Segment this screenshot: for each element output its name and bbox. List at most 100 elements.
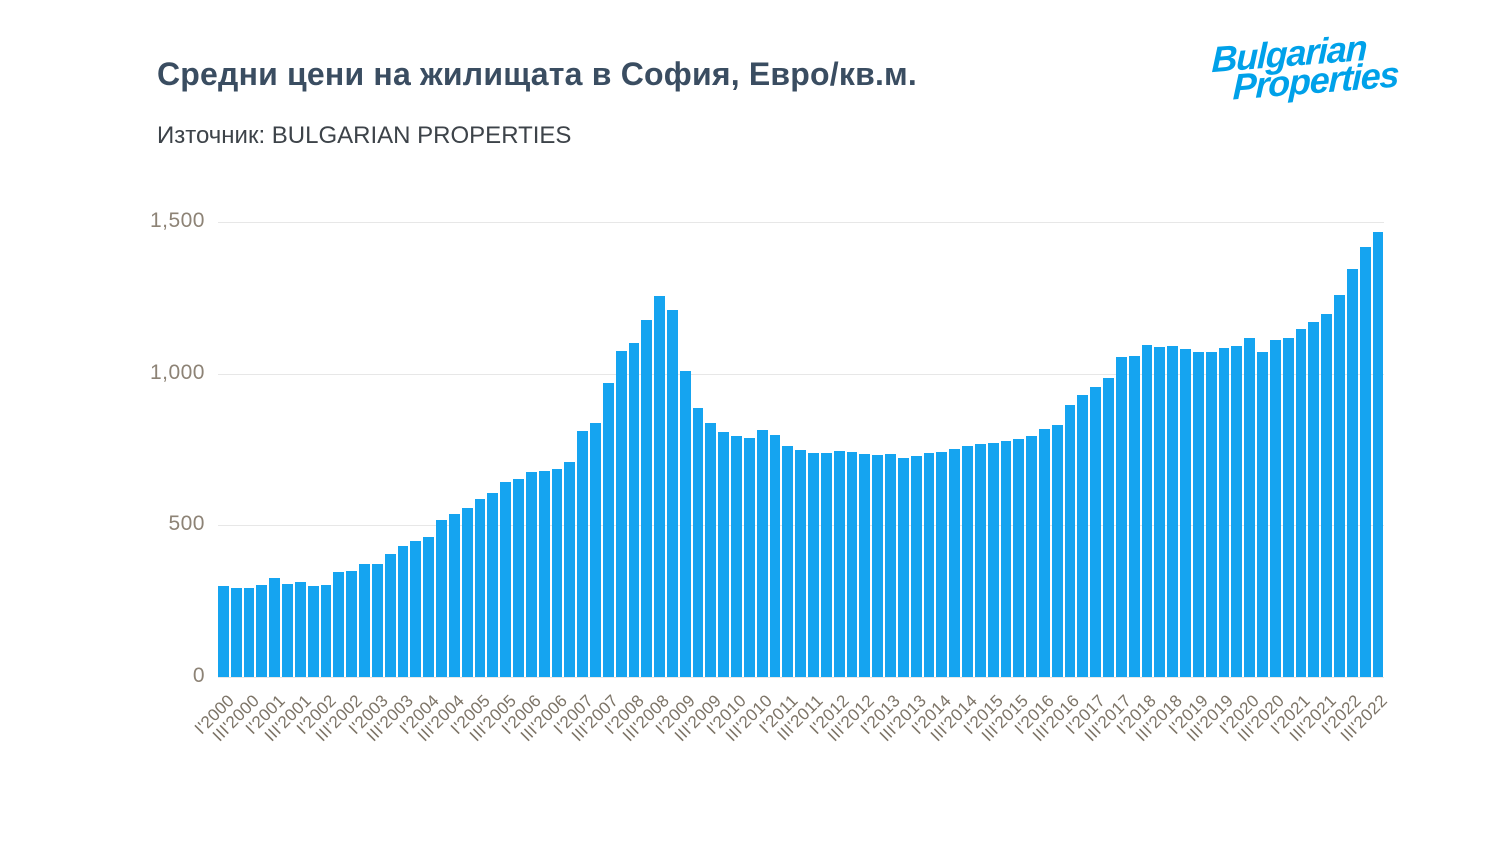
bar <box>525 471 537 677</box>
bar <box>987 442 999 677</box>
bar <box>641 319 653 677</box>
bar <box>1141 345 1153 677</box>
bar <box>1334 294 1345 677</box>
y-axis-tick-label: 0 <box>192 663 205 687</box>
bar <box>782 445 794 677</box>
bar <box>218 586 229 677</box>
bar <box>307 586 319 677</box>
bar <box>1269 339 1281 677</box>
y-axis-tick-label: 1,500 <box>149 208 205 232</box>
bar <box>1205 352 1217 677</box>
bar <box>1218 347 1230 677</box>
bar <box>230 587 242 677</box>
bar <box>1051 424 1063 677</box>
bar <box>872 454 884 677</box>
bar <box>833 451 845 677</box>
bar <box>410 540 422 677</box>
bar <box>461 507 473 677</box>
bar <box>243 588 255 677</box>
bar <box>1115 356 1127 677</box>
bar <box>371 564 383 677</box>
bar <box>936 452 948 677</box>
bar <box>590 423 601 677</box>
bar <box>1026 436 1037 677</box>
bar <box>949 448 961 677</box>
bar <box>500 481 512 677</box>
bar <box>1308 321 1320 677</box>
bar <box>1103 378 1114 677</box>
bar <box>1154 346 1166 677</box>
bar <box>1257 351 1268 677</box>
bar <box>795 450 807 677</box>
source-label: Източник: BULGARIAN PROPERTIES <box>157 122 572 149</box>
y-axis-tick-label: 500 <box>168 512 205 536</box>
bar <box>705 423 717 677</box>
y-axis-tick-label: 1,000 <box>149 360 205 384</box>
logo-text-line2: Properties <box>1232 53 1399 108</box>
bar <box>808 452 819 677</box>
bar <box>666 309 678 677</box>
bar <box>1231 345 1243 677</box>
bulgarian-properties-logo: Bulgarian Properties <box>1210 27 1451 108</box>
bar <box>1013 439 1025 677</box>
bar <box>513 478 524 677</box>
bar <box>1090 387 1102 677</box>
bar <box>602 382 614 677</box>
bar <box>333 571 345 677</box>
bar <box>974 444 986 677</box>
bar <box>654 295 665 677</box>
bar <box>1295 329 1307 677</box>
bar <box>885 453 896 677</box>
bar <box>756 430 768 677</box>
bar <box>1077 394 1089 677</box>
bar <box>859 453 871 677</box>
bar <box>743 437 755 677</box>
bar <box>1039 429 1050 677</box>
bar <box>346 570 358 677</box>
bar <box>923 453 935 677</box>
bar <box>718 432 730 677</box>
bar <box>359 563 370 677</box>
bar <box>731 435 742 677</box>
bar <box>320 585 332 677</box>
bar <box>538 471 550 677</box>
bar <box>1244 337 1256 677</box>
bar <box>551 468 563 677</box>
bar <box>423 536 435 677</box>
gridline: 1,000 <box>150 360 1384 383</box>
page-title: Средни цени на жилищата в София, Евро/кв… <box>157 56 918 92</box>
bar <box>846 451 858 677</box>
bar <box>615 350 627 677</box>
bar <box>820 453 832 677</box>
bar <box>384 554 396 677</box>
bar <box>282 584 293 677</box>
bar <box>1192 351 1204 677</box>
bar-chart-plot-area: 0 500 1,000 1,500 <box>150 209 1384 687</box>
bar <box>628 343 640 677</box>
bar <box>397 545 409 677</box>
bar <box>256 585 268 677</box>
bar <box>1167 346 1179 677</box>
bar <box>294 581 306 677</box>
bar <box>448 513 460 677</box>
bar-series <box>218 222 1384 677</box>
bar <box>1346 269 1358 677</box>
bar <box>1321 313 1333 677</box>
bar <box>577 431 589 677</box>
gridline: 0 <box>193 664 1384 687</box>
bar <box>1180 349 1191 677</box>
bar <box>436 520 447 677</box>
bar <box>564 461 576 677</box>
bar <box>769 434 781 677</box>
bar <box>910 456 922 677</box>
x-axis-tick-labels: I'2000 III'2000 I'2001 III'2001 I'2002 III'20… <box>191 685 1391 775</box>
bar <box>1282 338 1294 677</box>
bar <box>487 492 499 677</box>
gridline: 1,500 <box>150 209 1384 232</box>
bar <box>679 370 691 677</box>
bar <box>692 407 704 677</box>
bar <box>1128 356 1140 677</box>
bar <box>897 458 909 677</box>
bar <box>269 577 281 677</box>
